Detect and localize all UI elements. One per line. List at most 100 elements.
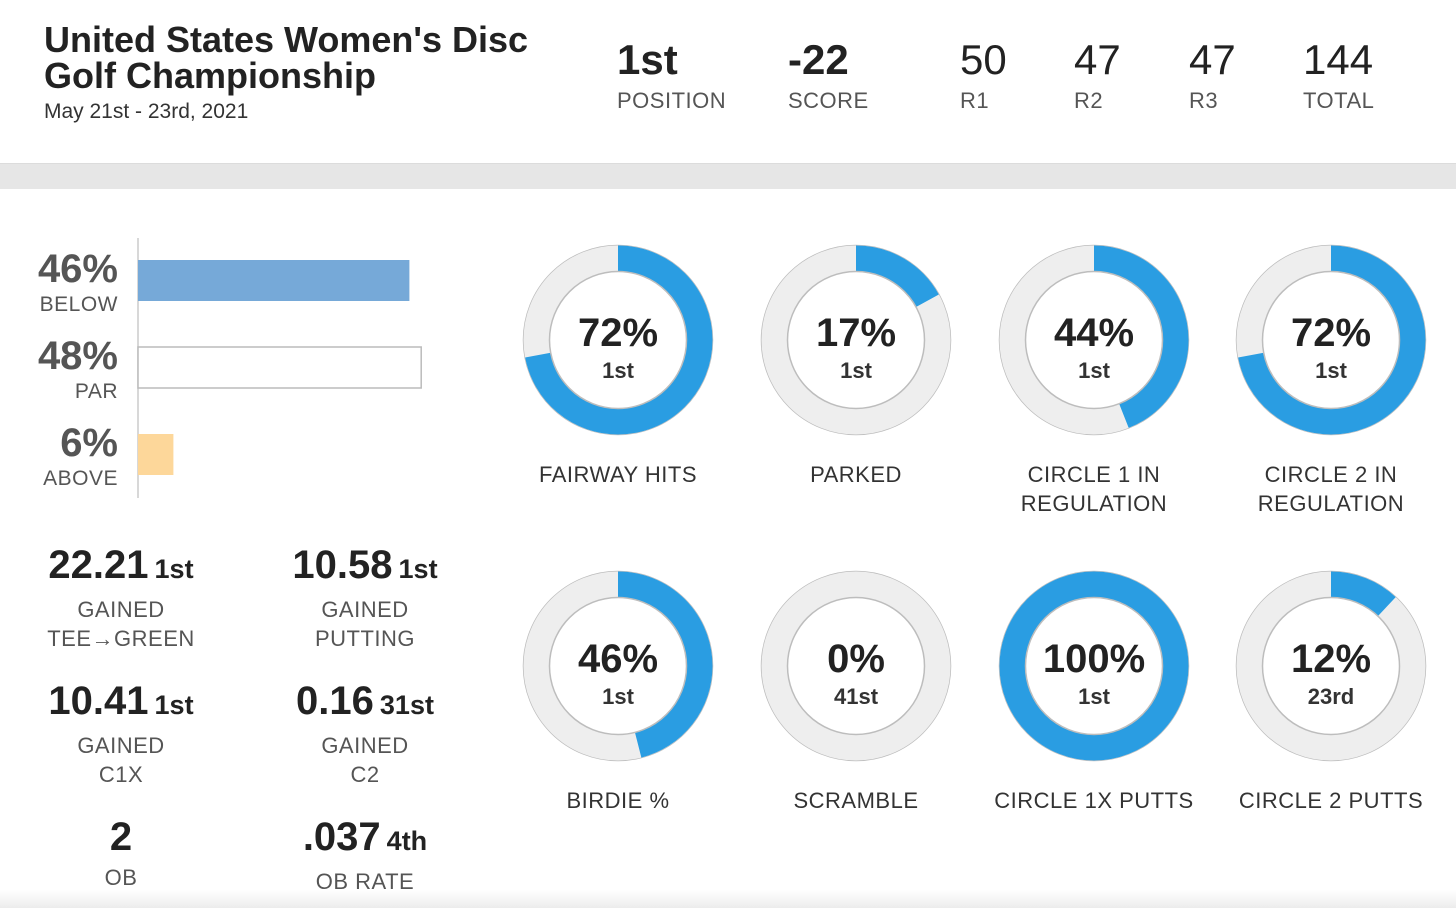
ob-rate-value: .037 (302, 815, 381, 859)
bar-par (137, 346, 422, 389)
gained-c1x: 10.41 1st GAINED C1X (11, 679, 231, 789)
donut-card: 100% 1st CIRCLE 1X PUTTS (974, 570, 1214, 815)
donut-card: 44% 1st CIRCLE 1 IN REGULATION (974, 244, 1214, 518)
donut-label-line: CIRCLE 1X PUTTS (994, 788, 1194, 813)
gained-label-line: GAINED (77, 597, 165, 622)
gained-label-line: PUTTING (314, 626, 416, 651)
donut-label: PARKED (736, 460, 976, 489)
gained-tee-green: 22.21 1st GAINED TEE→GREEN (11, 543, 231, 653)
bottom-edge (0, 890, 1456, 908)
donut-percent: 72% (1291, 311, 1371, 355)
bar-above (138, 434, 174, 475)
gained-value: 0.16 (296, 679, 374, 723)
stat-r1: 50 R1 (960, 38, 1007, 114)
donut-percent: 44% (1054, 311, 1134, 355)
donut-card: 72% 1st CIRCLE 2 IN REGULATION (1211, 244, 1451, 518)
gained-label-line: TEE→GREEN (47, 626, 195, 651)
bar-category-label: BELOW (40, 293, 118, 316)
donut-label-line: REGULATION (1020, 491, 1168, 516)
donut-chart: 72%1st (1235, 244, 1427, 436)
donut-arc (523, 245, 713, 435)
donut-track (761, 571, 951, 761)
donut-percent: 46% (578, 637, 658, 681)
stat-r3: 47 R3 (1189, 38, 1236, 114)
donut-label-line: PARKED (810, 462, 902, 487)
gained-rank: 1st (154, 554, 194, 584)
gained-rank: 1st (154, 690, 194, 720)
stat-label: TOTAL (1303, 88, 1375, 113)
ob-count: 2 OB (11, 815, 231, 892)
donut-inner-edge (1024, 596, 1164, 736)
stat-value: 47 (1074, 36, 1121, 83)
donut-chart: 72%1st (522, 244, 714, 436)
header: United States Women's Disc Golf Champion… (0, 0, 1456, 163)
gained-c2: 0.16 31st GAINED C2 (255, 679, 475, 789)
donut-rank: 1st (840, 358, 872, 383)
donut-label: BIRDIE % (498, 786, 738, 815)
donut-inner-edge (786, 270, 926, 410)
donut-rank: 1st (602, 684, 634, 709)
gained-label-line: C2 (350, 762, 380, 787)
stat-value: 47 (1189, 36, 1236, 83)
gained-label-line: C1X (98, 762, 144, 787)
donut-inner-edge (1261, 596, 1401, 736)
event-title: United States Women's Disc Golf Champion… (44, 19, 529, 96)
ob-rate: .037 4th OB RATE (255, 815, 475, 896)
bar-value-label: 46% (38, 247, 118, 291)
donut-arc (523, 571, 713, 761)
score-distribution-chart: 46%BELOW 48%PAR 6%ABOVE (38, 238, 422, 498)
donut-arc (999, 571, 1189, 761)
stat-total: 144 TOTAL (1303, 38, 1374, 114)
stat-label: R2 (1074, 88, 1104, 113)
ob-value: 2 (109, 815, 133, 859)
donut-label-line: CIRCLE 2 PUTTS (1238, 788, 1424, 813)
donut-chart: 12% 23rd (1235, 570, 1427, 762)
gained-rank: 1st (398, 554, 438, 584)
stat-score: -22 SCORE (788, 38, 869, 114)
donut-card: 46% 1st BIRDIE % (498, 570, 738, 815)
donut-label-line: CIRCLE 1 IN (1027, 462, 1161, 487)
ob-label: OB (104, 865, 138, 890)
gained-rank: 31st (379, 690, 434, 720)
donut-chart: 0% 41st (760, 570, 952, 762)
gained-label-line: GAINED (77, 733, 165, 758)
gained-label-line: GAINED (321, 733, 409, 758)
stat-label: R3 (1189, 88, 1219, 113)
donut-rank: 1st (1078, 684, 1110, 709)
donut-arc (1236, 571, 1426, 761)
bar-category-label: ABOVE (43, 467, 118, 490)
stat-value: 1st (617, 36, 678, 83)
donut-percent: 12% (1291, 637, 1371, 681)
stat-label: POSITION (617, 88, 727, 113)
bar-value-label: 48% (38, 334, 118, 378)
gained-putting: 10.58 1st GAINED PUTTING (255, 543, 475, 653)
event-date: May 21st - 23rd, 2021 (44, 100, 249, 123)
donut-label: CIRCLE 2 IN REGULATION (1211, 460, 1451, 518)
donut-card: 0% 41st SCRAMBLE (736, 570, 976, 815)
donut-label: CIRCLE 1 IN REGULATION (974, 460, 1214, 518)
ob-rate-label: OB RATE (315, 869, 415, 894)
gained-value: 10.58 (292, 543, 393, 587)
donut-card: 17% 1st PARKED (736, 244, 976, 489)
section-divider (0, 163, 1456, 189)
stat-value: -22 (788, 36, 849, 83)
donut-label-line: SCRAMBLE (793, 788, 919, 813)
stat-label: R1 (960, 88, 990, 113)
donut-rank: 1st (1315, 358, 1347, 383)
donut-percent: 72% (578, 311, 658, 355)
donut-inner-edge (548, 596, 688, 736)
stat-r2: 47 R2 (1074, 38, 1121, 114)
donut-rank: 1st (602, 358, 634, 383)
donut-inner-edge (1261, 270, 1401, 410)
gained-label-line: GAINED (321, 597, 409, 622)
donut-arc (1236, 245, 1426, 435)
donut-label-line: REGULATION (1257, 491, 1405, 516)
donut-percent: 100% (1043, 637, 1145, 681)
donut-arc (999, 245, 1189, 435)
donut-percent: 0% (827, 637, 885, 681)
donut-rank: 41st (834, 684, 879, 709)
donut-chart: 46%1st (522, 570, 714, 762)
stat-value: 144 (1303, 36, 1374, 83)
donut-chart: 44%1st (998, 244, 1190, 436)
donut-card: 72% 1st FAIRWAY HITS (498, 244, 738, 489)
